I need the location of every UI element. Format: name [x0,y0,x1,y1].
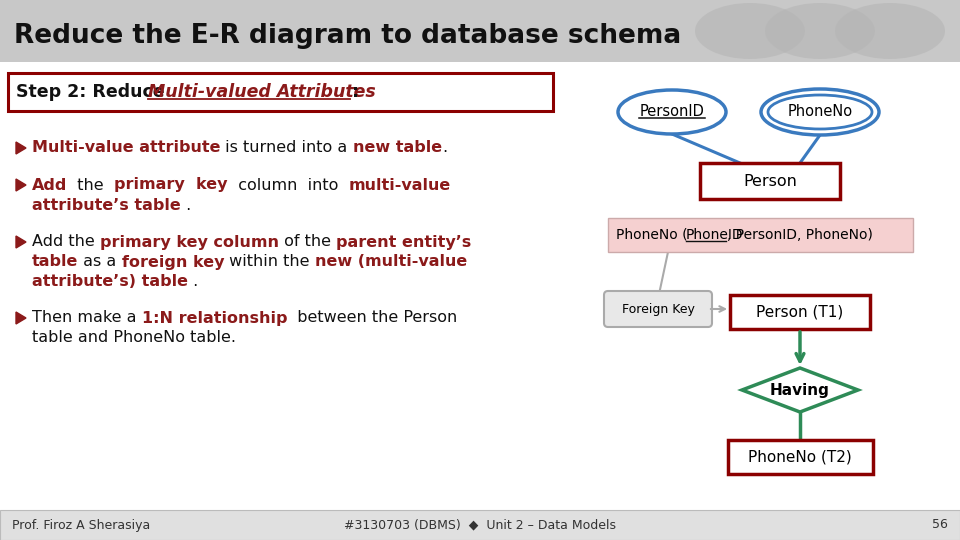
Text: PhoneNo: PhoneNo [787,105,852,119]
FancyBboxPatch shape [730,295,870,329]
FancyBboxPatch shape [608,218,913,252]
Text: Add: Add [32,178,67,192]
Text: 56: 56 [932,518,948,531]
Text: primary key column: primary key column [100,234,278,249]
Text: column  into: column into [228,178,348,192]
Text: PhoneID: PhoneID [686,228,744,242]
Text: between the Person: between the Person [287,310,457,326]
Text: within the: within the [225,254,315,269]
Text: PhoneNo (T2): PhoneNo (T2) [748,449,852,464]
Ellipse shape [835,3,945,59]
FancyBboxPatch shape [0,62,960,540]
Ellipse shape [765,3,875,59]
Polygon shape [16,312,26,324]
FancyBboxPatch shape [0,510,960,540]
Text: Having: Having [770,382,830,397]
Text: new table: new table [353,140,442,156]
Text: .: . [442,140,447,156]
Text: Person (T1): Person (T1) [756,305,844,320]
Text: Person: Person [743,173,797,188]
Text: Then make a: Then make a [32,310,142,326]
Ellipse shape [695,3,805,59]
Text: .: . [180,198,191,213]
Text: table: table [32,254,79,269]
Text: is turned into a: is turned into a [221,140,353,156]
Text: Step 2: Reduce: Step 2: Reduce [16,83,171,101]
FancyBboxPatch shape [8,73,553,111]
Ellipse shape [761,89,879,135]
Text: foreign key: foreign key [122,254,225,269]
Text: Multi-valued Attributes: Multi-valued Attributes [148,83,375,101]
Text: 1:N relationship: 1:N relationship [142,310,287,326]
Text: Foreign Key: Foreign Key [621,302,694,315]
Text: primary  key: primary key [114,178,228,192]
Text: parent entity’s: parent entity’s [336,234,471,249]
Polygon shape [16,179,26,191]
Text: , PersonID, PhoneNo): , PersonID, PhoneNo) [727,228,873,242]
Text: Add the: Add the [32,234,100,249]
Ellipse shape [768,95,872,129]
Text: the: the [67,178,114,192]
Text: Multi-value attribute: Multi-value attribute [32,140,221,156]
FancyBboxPatch shape [700,163,840,199]
Text: new (multi-value: new (multi-value [315,254,468,269]
Text: PersonID: PersonID [639,105,705,119]
Text: PhoneNo (: PhoneNo ( [616,228,687,242]
FancyBboxPatch shape [604,291,712,327]
Text: table and PhoneNo table.: table and PhoneNo table. [32,330,236,346]
Text: attribute’s table: attribute’s table [32,198,180,213]
Text: :: : [352,83,359,101]
Text: of the: of the [278,234,336,249]
Text: Prof. Firoz A Sherasiya: Prof. Firoz A Sherasiya [12,518,151,531]
Text: #3130703 (DBMS)  ◆  Unit 2 – Data Models: #3130703 (DBMS) ◆ Unit 2 – Data Models [344,518,616,531]
Polygon shape [16,142,26,154]
Text: as a: as a [79,254,122,269]
Text: Reduce the E-R diagram to database schema: Reduce the E-R diagram to database schem… [14,23,682,49]
FancyBboxPatch shape [0,0,960,62]
Polygon shape [16,236,26,248]
Text: attribute’s) table: attribute’s) table [32,274,188,289]
Text: .: . [188,274,199,289]
Ellipse shape [618,90,726,134]
Text: multi-value: multi-value [348,178,450,192]
Polygon shape [742,368,858,412]
FancyBboxPatch shape [728,440,873,474]
